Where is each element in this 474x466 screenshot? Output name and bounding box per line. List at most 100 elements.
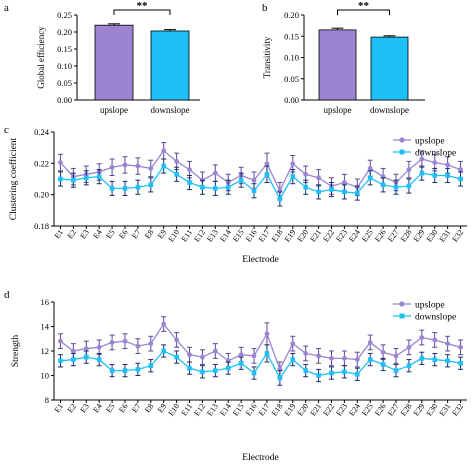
x-tick-label-E3: E3: [78, 402, 90, 414]
data-point-upslope-E32: [458, 344, 463, 350]
panel-a-bar-chart: a 0.00 0.05 0.10 0.15 0.20 0.25 Global efficien…: [4, 0, 200, 115]
x-tick-label-E2: E2: [66, 402, 78, 414]
x-tick-label-E27: E27: [386, 228, 401, 244]
y-tick-label: 0.20: [284, 10, 299, 20]
y-tick-label: 14: [41, 322, 50, 332]
y-tick-label: 0.18: [34, 221, 49, 231]
y-tick-label: 10: [41, 371, 50, 381]
x-tick-label-E6: E6: [117, 402, 129, 414]
x-tick-label-E22: E22: [321, 228, 336, 244]
data-point-downslope-E10: [174, 354, 179, 360]
data-point-downslope-E4: [96, 357, 102, 362]
x-tick-label-E25: E25: [360, 228, 375, 244]
x-tick-label-E31: E31: [438, 402, 453, 418]
x-tick-label-E26: E26: [373, 402, 388, 418]
data-point-downslope-E23: [342, 369, 347, 375]
x-tick-label-E12: E12: [192, 228, 207, 244]
x-tick-label-E17: E17: [257, 402, 272, 418]
data-point-downslope-E20: [303, 184, 308, 190]
x-tick-label-E9: E9: [156, 402, 168, 414]
data-point-downslope-E2: [71, 357, 76, 362]
legend-marker-downslope: [399, 313, 405, 319]
data-point-upslope-E32: [458, 167, 463, 173]
x-tick-label-E23: E23: [334, 402, 349, 418]
significance-marker: **: [137, 0, 149, 12]
x-tick-label-E20: E20: [296, 228, 311, 244]
series-downslope: [57, 344, 464, 386]
data-point-downslope-E7: [135, 184, 141, 190]
data-point-upslope-E13: [212, 348, 218, 354]
x-tick-label-E31: E31: [438, 228, 453, 244]
data-point-upslope-E7: [135, 163, 141, 169]
data-point-downslope-E12: [200, 369, 205, 375]
data-point-downslope-E6: [122, 186, 128, 191]
x-tick-label-E11: E11: [180, 402, 195, 417]
x-tick-label-E14: E14: [218, 228, 233, 244]
data-point-upslope-E5: [109, 340, 115, 345]
x-tick-label-E10: E10: [166, 228, 181, 244]
y-tick-label: 0.15: [284, 31, 299, 41]
data-point-upslope-E4: [96, 344, 102, 350]
x-tick-label-E18: E18: [270, 228, 285, 244]
data-point-upslope-E9: [161, 148, 167, 154]
data-point-upslope-E12: [200, 354, 205, 360]
data-point-downslope-E29: [419, 170, 425, 176]
data-point-downslope-E17: [264, 351, 270, 356]
data-point-upslope-E10: [174, 158, 180, 164]
x-tick-label-E28: E28: [399, 402, 414, 418]
data-point-downslope-E19: [290, 174, 296, 179]
data-point-downslope-E18: [277, 375, 283, 381]
panel-label: d: [4, 289, 10, 301]
x-tick-label-E13: E13: [205, 228, 220, 244]
data-point-upslope-E20: [303, 351, 309, 356]
data-point-downslope-E14: [225, 365, 231, 371]
x-tick-label: upslope: [100, 105, 128, 115]
data-point-downslope-E6: [122, 368, 128, 373]
data-point-upslope-E16: [251, 353, 257, 359]
data-point-downslope-E26: [380, 182, 386, 188]
panel-c-line-chart: c 0.18 0.20 0.22 0.24 Clustering coefficient E…: [4, 124, 467, 265]
legend-marker-upslope: [399, 301, 405, 307]
data-point-upslope-E13: [212, 170, 218, 176]
y-tick-label: 0.05: [57, 78, 72, 88]
data-point-upslope-E28: [406, 344, 412, 350]
series-line-downslope: [60, 350, 461, 380]
x-tick-label-E15: E15: [231, 228, 246, 244]
data-point-upslope-E21: [316, 353, 321, 359]
data-point-downslope-E5: [109, 368, 115, 373]
bar-upslope: [94, 24, 134, 101]
y-tick-label: 0.24: [34, 127, 50, 137]
data-point-downslope-E2: [71, 177, 76, 183]
data-point-upslope-E10: [174, 337, 180, 343]
data-point-upslope-E20: [303, 171, 309, 177]
x-tick-label-E27: E27: [386, 402, 401, 418]
data-point-downslope-E24: [354, 371, 360, 377]
x-tick-label-E21: E21: [308, 228, 323, 244]
x-tick-label-E8: E8: [143, 402, 155, 414]
data-point-downslope-E20: [303, 368, 308, 373]
panel-label: b: [262, 2, 268, 14]
data-point-downslope-E17: [264, 172, 270, 177]
y-tick-label: 12: [41, 346, 50, 356]
legend: upslope downslope: [393, 137, 456, 159]
legend-label-upslope: upslope: [415, 301, 445, 311]
x-axis-label: Electrode: [242, 255, 278, 265]
data-point-downslope-E13: [213, 368, 218, 373]
data-point-downslope-E32: [458, 360, 463, 366]
y-axis-label: Strength: [11, 335, 21, 367]
y-axis-label: Clustering coefficient: [8, 137, 19, 220]
data-point-upslope-E16: [251, 177, 257, 183]
x-tick-label-E6: E6: [117, 228, 129, 240]
significance-bracket: [113, 9, 171, 15]
data-point-downslope-E16: [251, 188, 257, 194]
y-tick-label: 0.22: [34, 158, 49, 168]
x-tick-label-E10: E10: [166, 402, 181, 418]
data-point-upslope-E24: [354, 357, 360, 362]
significance-marker: **: [358, 0, 370, 12]
x-tick-label-E29: E29: [412, 228, 427, 244]
x-tick-label-E19: E19: [283, 228, 298, 244]
x-tick-label-E23: E23: [334, 228, 349, 244]
x-tick-label-E3: E3: [78, 228, 90, 240]
data-point-upslope-E28: [406, 167, 412, 173]
